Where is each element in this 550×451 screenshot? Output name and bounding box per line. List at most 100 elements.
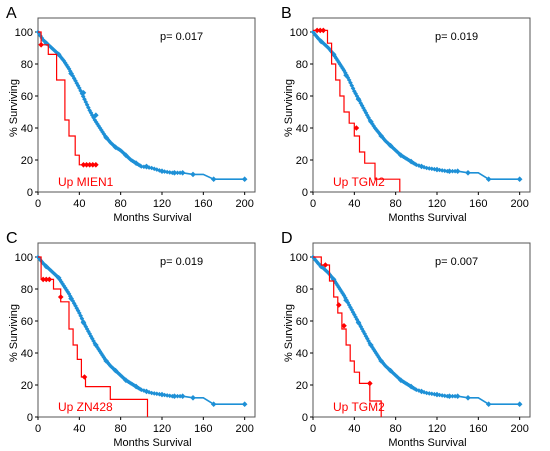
blue-censor-mark [157,168,162,173]
blue-censor-mark [355,96,362,102]
red-censor-mark [336,302,342,308]
x-tick-label: 120 [153,423,171,435]
blue-survival-curve [37,256,245,405]
red-censor-mark [367,380,373,387]
x-tick-label: 160 [469,198,487,210]
blue-censor-mark [387,142,394,149]
blue-censor-mark [485,176,492,182]
blue-censor-mark [68,70,74,77]
red-censor-mark [320,27,327,34]
blue-censor-mark [146,389,152,395]
blue-censor-mark [241,176,248,182]
red-censor-mark [86,162,93,168]
blue-censor-mark [385,140,391,146]
blue-censor-mark [408,383,414,390]
group-label: Up TGM2 [333,400,385,414]
y-tick-label: 0 [27,187,33,199]
blue-censor-mark [43,263,50,270]
blue-censor-mark [164,393,170,398]
blue-censor-mark [385,365,391,371]
y-tick-label: 100 [290,27,308,39]
blue-censor-mark [146,165,152,170]
km-chart-c: C 0 20 40 60 80 100 0 40 80 120 160 200 Months Surviv… [6,230,256,449]
blue-censor-mark [450,393,455,399]
blue-censor-mark [110,365,116,371]
blue-censor-mark [162,169,167,174]
blue-censor-mark [105,136,111,142]
y-tick-label: 60 [296,316,308,328]
blue-censor-mark [439,168,445,173]
y-axis-title: % Surviving [8,304,20,362]
blue-censor-mark [333,281,339,286]
blue-censor-mark [123,152,129,158]
blue-censor-mark [368,118,374,125]
panel-letter: C [6,230,18,247]
x-tick-label: 120 [428,198,446,210]
blue-censor-mark [53,273,59,278]
blue-censor-mark [100,353,105,358]
x-tick-label: 40 [348,198,360,210]
blue-censor-mark [361,329,366,334]
blue-censor-mark [381,136,387,142]
panel-letter: A [6,5,17,22]
red-survival-curve [38,31,96,166]
blue-censor-mark [108,140,113,145]
blue-censor-mark [368,342,374,348]
blue-censor-mark [376,355,382,360]
blue-censor-mark [39,35,45,41]
red-censor-mark [46,276,53,283]
blue-censor-mark [139,387,144,393]
km-panel-c: C 0 20 40 60 80 100 0 40 80 120 160 200 Months Surviv… [0,225,275,450]
red-censor-mark [57,294,64,300]
y-tick-label: 80 [296,59,308,71]
blue-censor-mark [375,128,380,134]
x-axis-title: Months Survival [388,437,466,449]
y-axis-title: % Surviving [8,79,20,137]
blue-censor-mark [120,150,126,156]
blue-censor-mark [103,134,109,141]
y-tick-label: 60 [21,316,33,328]
x-tick-label: 200 [510,198,528,210]
blue-censor-mark [157,391,162,397]
blue-censor-mark [465,170,471,176]
red-censor-mark [80,162,87,168]
y-tick-label: 40 [21,123,33,135]
blue-censor-mark [175,393,180,399]
blue-censor-mark [454,393,461,399]
red-survival-curve [313,29,401,192]
blue-censor-mark [117,371,122,377]
y-tick-label: 40 [296,348,308,360]
blue-censor-mark [171,393,178,399]
blue-survival-curve [37,31,245,180]
y-tick-label: 40 [296,123,308,135]
red-censor-mark [83,162,90,168]
y-tick-label: 20 [296,155,308,167]
panel-letter: B [281,5,292,22]
blue-censor-mark [80,90,87,96]
km-panel-b: B 0 20 40 60 80 100 0 40 80 120 160 200 Months Surviv… [275,0,550,225]
blue-censor-mark [424,390,429,396]
x-tick-label: 120 [153,198,171,210]
x-tick-label: 0 [310,198,316,210]
blue-censor-mark [110,142,116,148]
red-censor-mark [40,276,46,283]
blue-censor-mark [416,388,422,393]
x-axis-title: Months Survival [113,437,191,449]
plot-frame [37,17,256,193]
blue-censor-mark [112,367,119,374]
blue-censor-mark [96,347,102,352]
x-tick-label: 40 [348,423,360,435]
x-tick-label: 0 [35,198,41,210]
blue-censor-mark [53,49,59,55]
blue-censor-mark [139,164,144,169]
blue-censor-mark [123,377,129,383]
blue-survival-curve [312,256,520,405]
km-chart-a: A 0 20 40 60 80 100 0 40 80 120 160 200 Months Surviv… [6,5,256,224]
blue-censor-mark [118,373,123,378]
blue-censor-mark [47,43,52,49]
km-panel-d: D 0 20 40 60 80 100 0 40 80 120 160 200 Months Surviv… [275,225,550,450]
red-censor-mark [322,262,329,268]
blue-censor-mark [210,176,217,182]
red-censor-mark [38,42,44,48]
x-tick-label: 200 [510,423,528,435]
